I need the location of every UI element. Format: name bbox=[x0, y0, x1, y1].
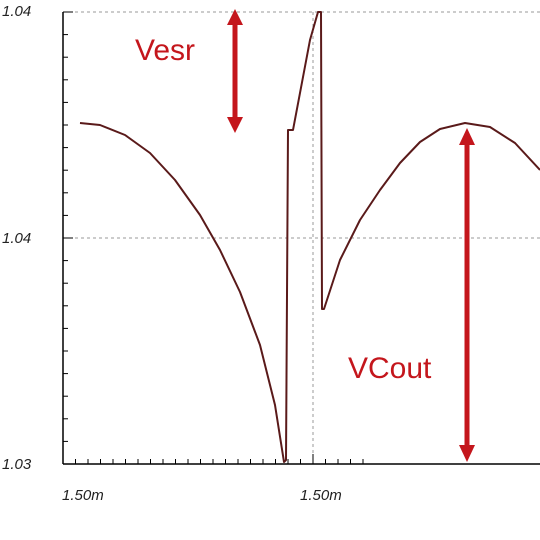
annotation-arrows bbox=[227, 9, 475, 462]
x-tick-label-left: 1.50m bbox=[62, 487, 104, 504]
series-line bbox=[79, 11, 540, 463]
minor-ticks bbox=[62, 11, 364, 465]
x-tick-label-mid: 1.50m bbox=[300, 487, 342, 504]
axes bbox=[62, 11, 540, 465]
vcout-arrow bbox=[459, 128, 475, 462]
tick-labels: 1.04 1.04 1.03 1.50m 1.50m bbox=[2, 3, 342, 504]
y-tick-label-bottom: 1.03 bbox=[2, 456, 32, 473]
y-tick-label-mid: 1.04 bbox=[2, 230, 31, 247]
y-tick-label-top: 1.04 bbox=[2, 3, 31, 20]
vesr-arrow bbox=[227, 9, 243, 133]
vesr-label: Vesr bbox=[135, 34, 195, 67]
grid-lines bbox=[63, 11, 540, 464]
vcout-label: VCout bbox=[348, 352, 432, 385]
